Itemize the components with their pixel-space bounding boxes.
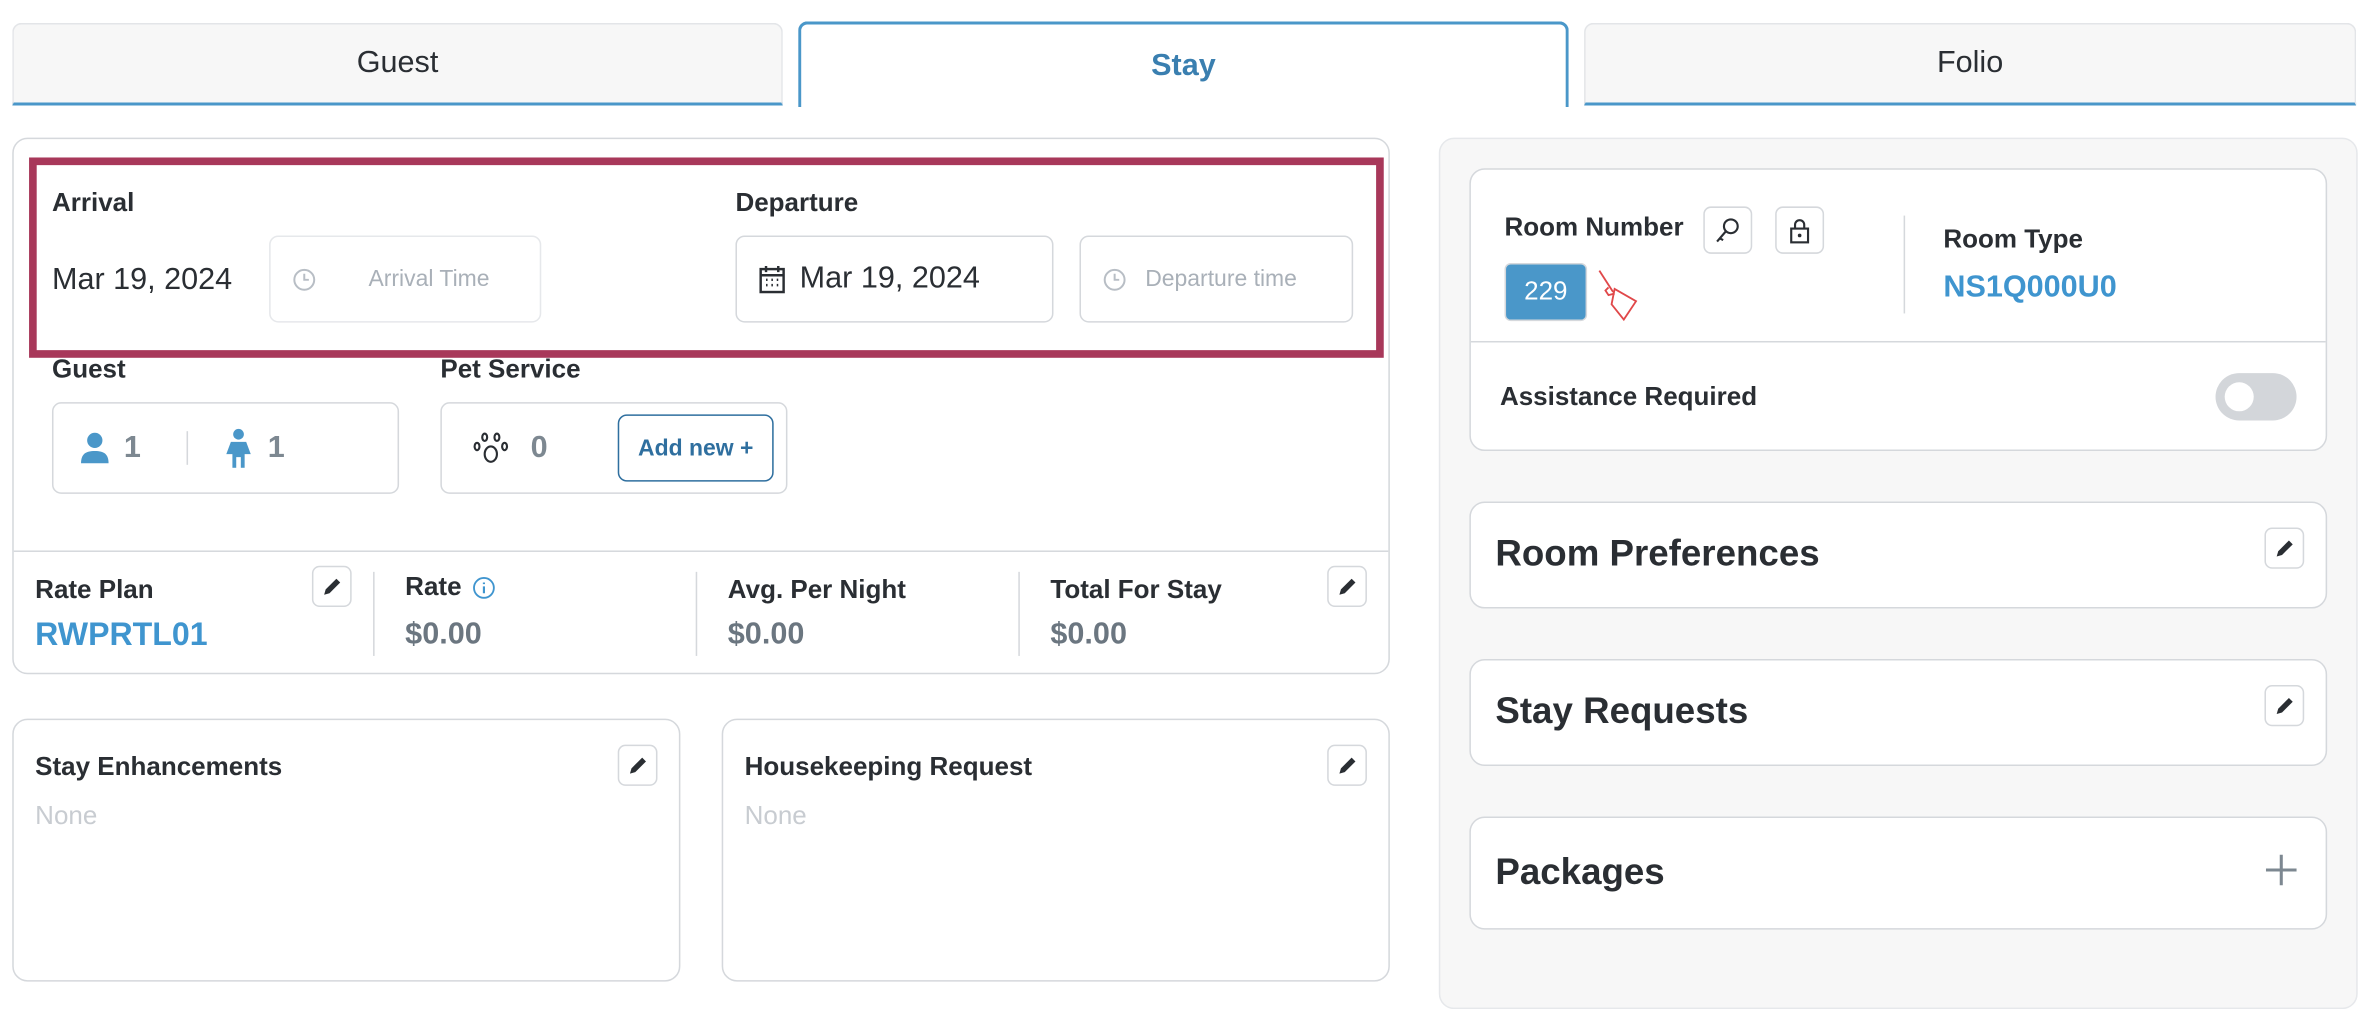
stay-enhancements-card: Stay Enhancements None [12, 718, 681, 982]
room-card: Room Number 229 Room Type NS1Q000U0 Assi… [1469, 168, 2328, 452]
child-icon [226, 428, 251, 468]
edit-rate-plan-button[interactable] [311, 565, 352, 608]
housekeeping-value: None [744, 801, 807, 831]
rate-value: $0.00 [405, 617, 482, 652]
pencil-icon [1339, 577, 1356, 595]
edit-housekeeping-button[interactable] [1327, 744, 1367, 786]
add-package-plus-icon[interactable] [2263, 852, 2300, 889]
pencil-icon [2276, 697, 2293, 714]
edit-stay-requests-button[interactable] [2264, 684, 2305, 727]
total-for-stay-label: Total For Stay [1050, 574, 1222, 604]
stay-details-card: Arrival Mar 19, 2024 Arrival Time Depart… [12, 137, 1390, 675]
dustpan-icon [1598, 270, 1638, 322]
tab-stay[interactable]: Stay [798, 21, 1569, 108]
divider [1018, 571, 1020, 656]
total-for-stay-value: $0.00 [1050, 617, 1127, 652]
tab-label: Stay [1151, 48, 1216, 82]
room-type-link[interactable]: NS1Q000U0 [1943, 270, 2117, 305]
packages-card[interactable]: Packages [1469, 816, 2328, 930]
key-icon [1716, 217, 1739, 242]
divider [695, 571, 698, 656]
departure-date-value: Mar 19, 2024 [799, 261, 980, 296]
room-number-label: Room Number [1504, 212, 1684, 242]
stay-enhancements-value: None [35, 801, 98, 831]
tab-folio[interactable]: Folio [1584, 22, 2357, 106]
assistance-required-toggle[interactable] [2215, 373, 2297, 421]
room-preferences-title: Room Preferences [1495, 533, 1820, 575]
pencil-icon [1339, 756, 1356, 773]
room-number-badge[interactable]: 229 [1504, 262, 1588, 322]
housekeeping-title: Housekeeping Request [744, 752, 1033, 782]
key-button[interactable] [1703, 206, 1753, 254]
arrival-label: Arrival [51, 188, 135, 218]
clock-icon [1103, 268, 1126, 290]
housekeeping-request-card: Housekeeping Request None [721, 718, 1390, 982]
stay-requests-card[interactable]: Stay Requests [1469, 658, 2328, 767]
adult-count: 1 [123, 430, 141, 465]
rate-plan-link[interactable]: RWPRTL01 [35, 617, 208, 653]
lock-button[interactable] [1775, 206, 1825, 254]
room-preferences-card[interactable]: Room Preferences [1469, 501, 2328, 609]
tab-label: Guest [356, 45, 439, 80]
stay-requests-title: Stay Requests [1495, 691, 1749, 733]
arrival-time-placeholder: Arrival Time [368, 266, 490, 293]
edit-total-button[interactable] [1327, 565, 1367, 608]
guest-label: Guest [51, 354, 126, 384]
lock-icon [1790, 218, 1810, 243]
info-icon[interactable] [472, 576, 495, 599]
pet-count: 0 [530, 430, 548, 465]
rate-plan-label: Rate Plan [35, 574, 154, 604]
paw-icon [473, 432, 509, 463]
arrival-time-input[interactable]: Arrival Time [269, 235, 542, 323]
stay-enhancements-title: Stay Enhancements [35, 752, 283, 782]
dates-highlight [29, 157, 1384, 358]
departure-label: Departure [735, 188, 859, 218]
room-type-label: Room Type [1943, 224, 2083, 254]
divider [186, 431, 189, 465]
arrival-date: Mar 19, 2024 [51, 262, 233, 297]
tab-label: Folio [1936, 45, 2004, 80]
departure-date-input[interactable]: Mar 19, 2024 [735, 235, 1054, 323]
divider [1470, 340, 2326, 343]
divider [1903, 215, 1906, 314]
packages-title: Packages [1495, 851, 1665, 893]
clock-icon [293, 268, 316, 290]
calendar-icon [759, 265, 785, 293]
guest-count-field[interactable]: 1 1 [51, 402, 400, 494]
pet-service-field: 0 Add new + [440, 402, 788, 494]
edit-stay-enhancements-button[interactable] [617, 744, 658, 786]
pencil-icon [324, 577, 341, 595]
divider [373, 571, 375, 656]
departure-time-placeholder: Departure time [1145, 266, 1297, 293]
divider [13, 550, 1389, 552]
add-pet-button[interactable]: Add new + [617, 414, 774, 482]
rate-label: Rate [405, 571, 462, 601]
toggle-knob [2224, 382, 2254, 412]
tab-guest[interactable]: Guest [12, 22, 783, 106]
edit-room-preferences-button[interactable] [2264, 527, 2305, 569]
stay-tab-view: Guest Stay Folio Arrival Mar 19, 2024 Ar… [12, 21, 2358, 1009]
child-count: 1 [267, 430, 285, 465]
departure-time-input[interactable]: Departure time [1079, 235, 1354, 323]
assistance-required-label: Assistance Required [1499, 382, 1758, 412]
pencil-icon [629, 756, 647, 773]
avg-per-night-value: $0.00 [727, 617, 805, 652]
adult-icon [81, 432, 109, 464]
pet-service-label: Pet Service [440, 354, 581, 384]
avg-per-night-label: Avg. Per Night [727, 574, 906, 604]
pencil-icon [2276, 539, 2293, 556]
